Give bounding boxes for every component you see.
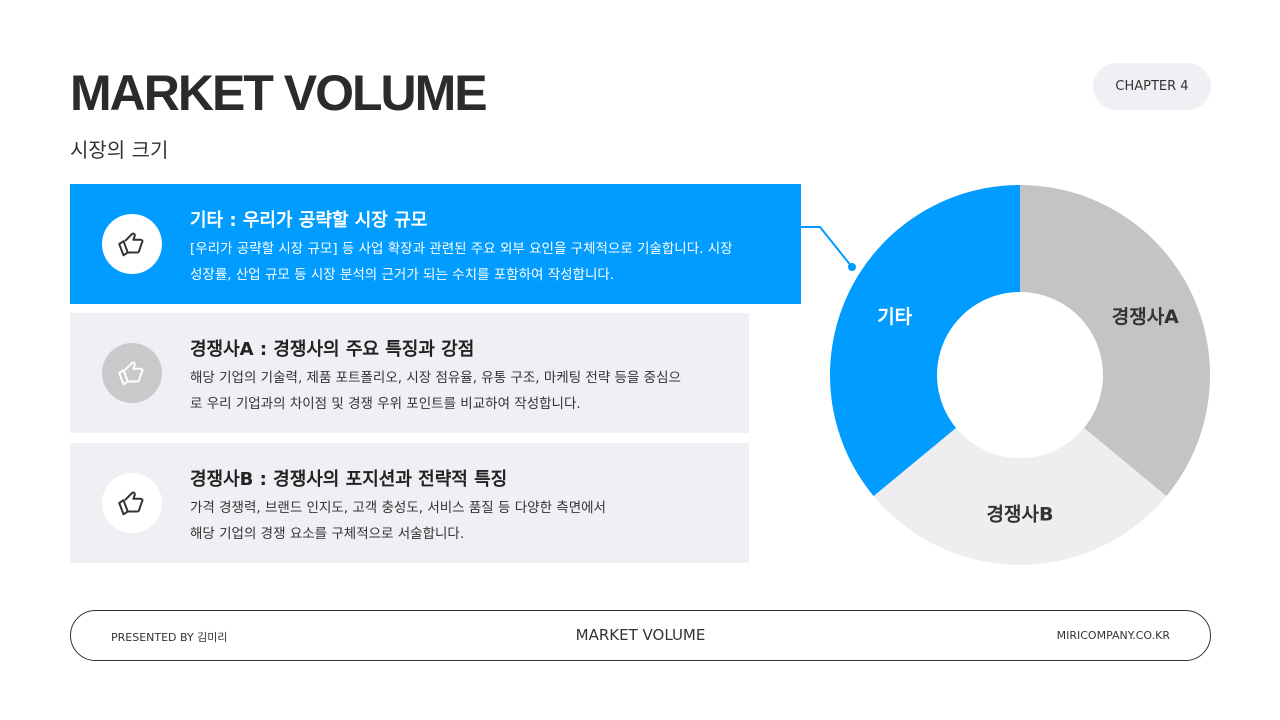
card-competitor-b: 경쟁사B : 경쟁사의 포지션과 전략적 특징 가격 경쟁력, 브랜드 인지도,… xyxy=(70,443,749,563)
thumbs-up-icon xyxy=(102,214,162,274)
page-title: MARKET VOLUME xyxy=(70,65,488,121)
card-desc: 가격 경쟁력, 브랜드 인지도, 고객 충성도, 서비스 품질 등 다양한 측면… xyxy=(190,500,606,542)
donut-label-0: 경쟁사A xyxy=(1112,306,1179,328)
connector-line xyxy=(800,226,853,268)
donut-slice-2 xyxy=(830,185,1020,497)
card-others: 기타 : 우리가 공략할 시장 규모 [우리가 공략할 시장 규모] 등 사업 … xyxy=(70,184,801,304)
connector-dot xyxy=(848,263,856,271)
donut-slice-0 xyxy=(1020,185,1210,497)
card-competitor-a: 경쟁사A : 경쟁사의 주요 특징과 강점 해당 기업의 기술력, 제품 포트폴… xyxy=(70,313,749,433)
card-desc: [우리가 공략할 시장 규모] 등 사업 확장과 관련된 주요 외부 요인을 구… xyxy=(190,241,733,283)
card-desc: 해당 기업의 기술력, 제품 포트폴리오, 시장 점유율, 유통 구조, 마케팅… xyxy=(190,370,681,412)
card-title: 경쟁사A : 경쟁사의 주요 특징과 강점 xyxy=(190,339,475,360)
thumbs-up-icon xyxy=(102,473,162,533)
chapter-badge: CHAPTER 4 xyxy=(1093,63,1211,110)
donut-label-2: 기타 xyxy=(877,306,912,328)
footer-title: MARKET VOLUME xyxy=(575,626,706,644)
thumbs-up-icon xyxy=(102,343,162,403)
footer-website: MIRICOMPANY.CO.KR xyxy=(1056,629,1170,642)
footer-presenter: PRESENTED BY 김미리 xyxy=(111,631,228,644)
card-title: 경쟁사B : 경쟁사의 포지션과 전략적 특징 xyxy=(190,469,508,490)
donut-label-1: 경쟁사B xyxy=(987,504,1054,526)
page-subtitle: 시장의 크기 xyxy=(70,138,169,162)
card-title: 기타 : 우리가 공략할 시장 규모 xyxy=(190,210,428,231)
donut-slice-1 xyxy=(873,427,1167,565)
footer-bar: PRESENTED BY 김미리 MARKET VOLUME MIRICOMPA… xyxy=(70,610,1211,661)
